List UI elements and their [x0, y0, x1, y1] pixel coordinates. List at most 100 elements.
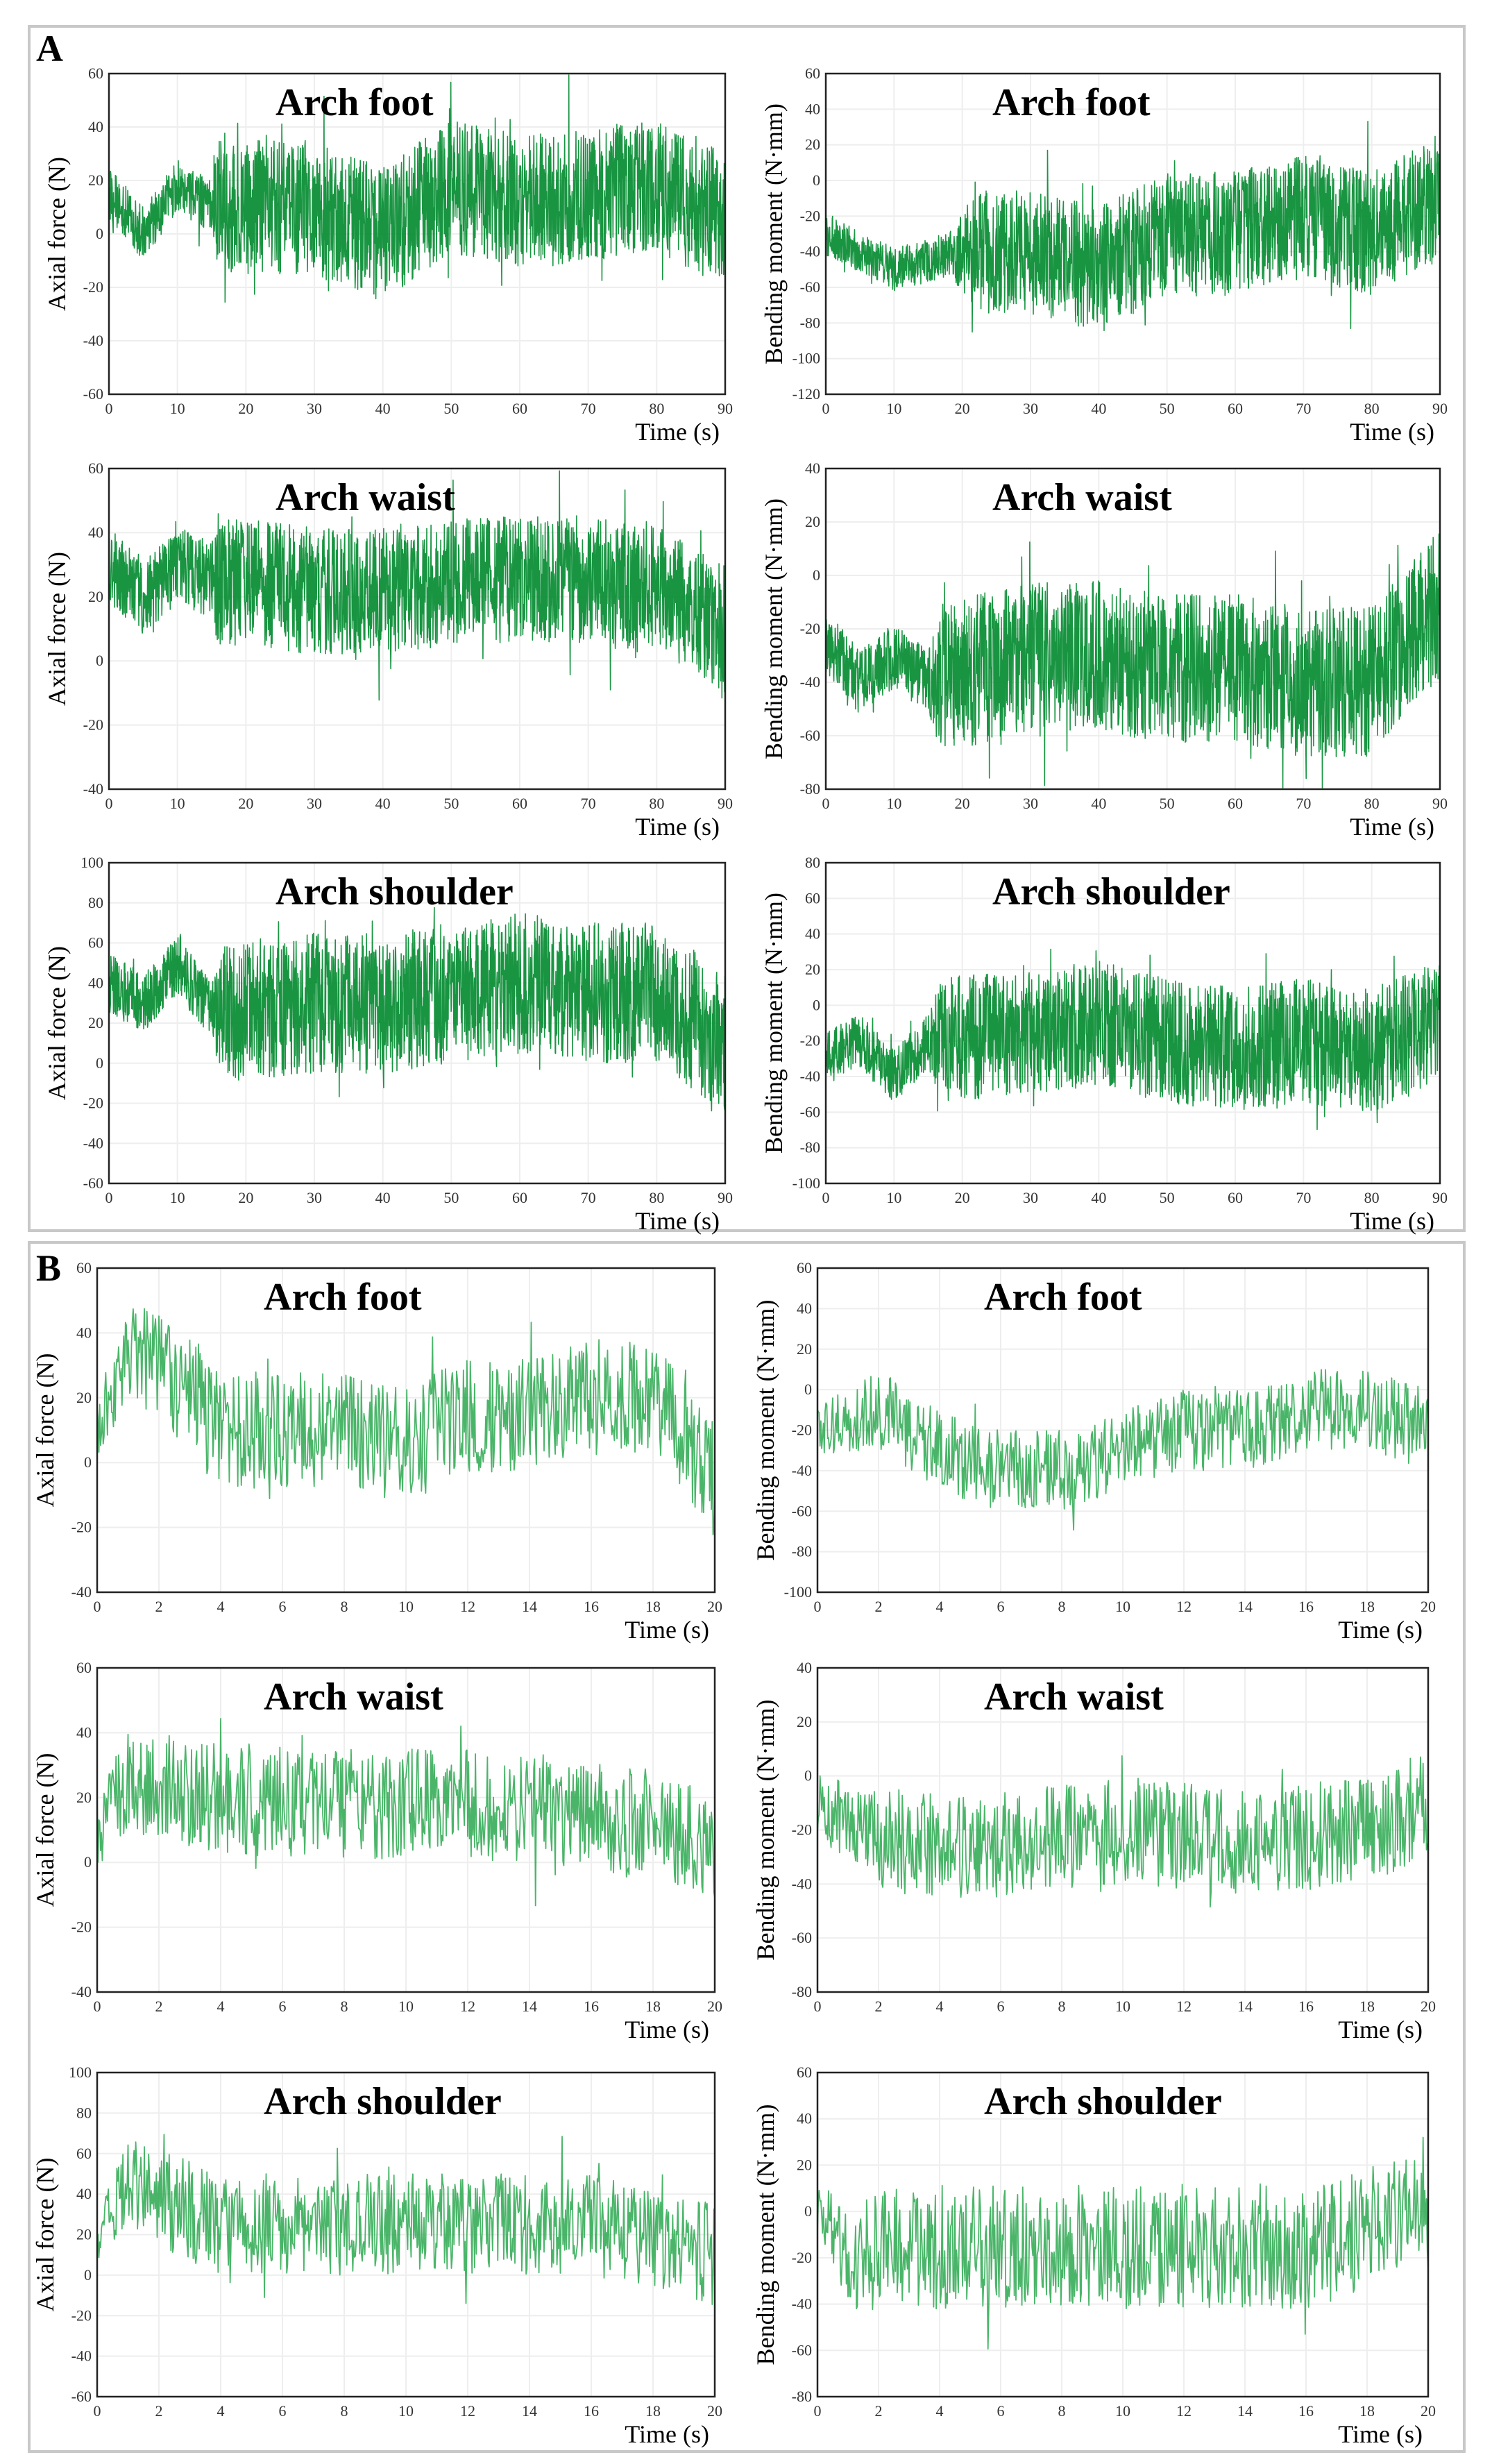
y-tick-label: -60: [71, 2388, 92, 2405]
x-axis-label: Time (s): [635, 1207, 720, 1235]
x-tick-label: 30: [1023, 795, 1038, 812]
x-tick-label: 40: [375, 400, 391, 417]
y-tick-label: -60: [83, 385, 103, 403]
x-tick-label: 0: [822, 795, 830, 812]
y-tick-label: -60: [792, 2341, 812, 2358]
plot-frame: [824, 467, 1441, 791]
chart-8: 0 2 4 6 8 10 12 14 16 18 20 -100 -80 -60 -40 -20 0 20 40 60…: [752, 1259, 1436, 1644]
x-tick-label: 40: [1091, 400, 1106, 417]
y-tick-label: 40: [76, 2185, 92, 2202]
y-tick-label: 0: [84, 1453, 92, 1471]
x-tick-label: 14: [522, 1998, 537, 2015]
y-tick-label: 0: [84, 2266, 92, 2284]
y-tick-label: 20: [76, 1389, 92, 1406]
x-tick-label: 18: [645, 1998, 661, 2015]
x-tick-label: 50: [1160, 400, 1175, 417]
x-tick-label: 6: [279, 2402, 287, 2420]
x-tick-label: 18: [645, 1598, 661, 1615]
y-tick-label: 0: [813, 171, 820, 189]
x-tick-label: 10: [398, 1598, 414, 1615]
series-line: [817, 1755, 1429, 1908]
x-tick-label: 12: [1176, 2402, 1192, 2420]
chart-title: Arch foot: [264, 1276, 422, 1319]
y-tick-label: 0: [804, 2202, 812, 2220]
y-tick-label: 60: [797, 2064, 812, 2081]
y-tick-label: -20: [800, 207, 820, 224]
plot-frame: [816, 2071, 1430, 2398]
x-tick-label: 6: [997, 2402, 1005, 2420]
x-tick-label: 0: [94, 1598, 101, 1615]
x-tick-label: 8: [1058, 1598, 1066, 1615]
y-axis-label: Bending moment (N·mm): [760, 498, 788, 759]
x-tick-label: 12: [460, 1598, 475, 1615]
series-line: [96, 1718, 715, 1907]
chart-3: 0 10 20 30 40 50 60 70 80 90 -40 -20 0 20 40 60 Arch wai…: [43, 459, 733, 841]
y-tick-label: -100: [792, 350, 820, 367]
x-tick-label: 4: [217, 1998, 225, 2015]
panel-a-label: A: [36, 28, 63, 69]
y-tick-label: -40: [800, 673, 820, 691]
y-tick-label: 40: [797, 1659, 812, 1676]
plot-frame: [816, 1666, 1430, 1993]
y-axis-label: Bending moment (N·mm): [752, 1300, 779, 1561]
x-tick-label: 30: [1023, 1189, 1038, 1206]
y-tick-label: 20: [805, 513, 820, 530]
y-tick-label: -20: [792, 1821, 812, 1839]
y-tick-label: -100: [784, 1583, 812, 1601]
chart-9: 0 2 4 6 8 10 12 14 16 18 20 -40 -20 0 20 40 60 Arch waist…: [31, 1659, 722, 2043]
x-tick-label: 90: [1432, 1189, 1448, 1206]
x-tick-label: 2: [155, 2402, 163, 2420]
chart-title: Arch shoulder: [275, 870, 514, 913]
x-tick-label: 14: [1237, 1598, 1253, 1615]
x-tick-label: 50: [1160, 795, 1175, 812]
y-tick-label: -20: [71, 1519, 92, 1536]
chart-title: Arch waist: [984, 1676, 1164, 1719]
x-axis-label: Time (s): [1350, 418, 1434, 446]
x-tick-label: 40: [1091, 795, 1106, 812]
x-tick-label: 70: [581, 400, 596, 417]
y-tick-label: -40: [71, 2347, 92, 2365]
x-tick-label: 12: [1176, 1598, 1192, 1615]
x-tick-label: 60: [1228, 795, 1243, 812]
x-tick-label: 4: [217, 2402, 225, 2420]
x-tick-label: 40: [1091, 1189, 1106, 1206]
series-line: [96, 1308, 715, 1535]
x-tick-label: 16: [1298, 1998, 1314, 2015]
x-tick-label: 20: [707, 1998, 722, 2015]
x-tick-label: 70: [1296, 400, 1311, 417]
y-tick-label: 20: [76, 1789, 92, 1806]
y-tick-label: -60: [792, 1502, 812, 1519]
x-tick-label: 0: [814, 1598, 822, 1615]
x-tick-label: 80: [1364, 1189, 1380, 1206]
x-tick-label: 6: [997, 1998, 1005, 2015]
x-tick-label: 2: [875, 1598, 883, 1615]
y-axis-label: Bending moment (N·mm): [760, 893, 788, 1154]
chart-title: Arch waist: [264, 1676, 443, 1719]
y-tick-label: -120: [792, 385, 820, 403]
chart-2: 0 10 20 30 40 50 60 70 80 90 -120 -100 -80 -60 -40 -20 0…: [760, 65, 1448, 446]
chart-title: Arch shoulder: [264, 2080, 502, 2123]
y-tick-label: 60: [805, 65, 820, 82]
x-tick-label: 12: [460, 2402, 475, 2420]
x-tick-label: 10: [170, 1189, 185, 1206]
x-tick-label: 12: [1176, 1998, 1192, 2015]
x-axis-label: Time (s): [1338, 2420, 1423, 2448]
x-tick-label: 50: [443, 795, 459, 812]
y-axis-label: Bending moment (N·mm): [752, 2104, 779, 2365]
x-tick-label: 20: [955, 1189, 970, 1206]
x-tick-label: 70: [581, 1189, 596, 1206]
y-tick-label: -80: [800, 1139, 820, 1156]
x-tick-label: 60: [512, 1189, 527, 1206]
y-tick-label: -60: [800, 1103, 820, 1120]
y-tick-label: -60: [800, 278, 820, 296]
x-tick-label: 12: [460, 1998, 475, 2015]
x-tick-label: 20: [1421, 2402, 1436, 2420]
x-tick-label: 14: [1237, 1998, 1253, 2015]
y-tick-label: 0: [96, 1054, 103, 1072]
x-tick-label: 4: [217, 1598, 225, 1615]
x-tick-label: 20: [955, 795, 970, 812]
y-tick-label: -20: [83, 278, 103, 296]
chart-4: 0 10 20 30 40 50 60 70 80 90 -80 -60 -40 -20 0 20 40 Arch…: [760, 459, 1448, 841]
x-axis-label: Time (s): [635, 418, 720, 446]
y-tick-label: -80: [800, 314, 820, 331]
